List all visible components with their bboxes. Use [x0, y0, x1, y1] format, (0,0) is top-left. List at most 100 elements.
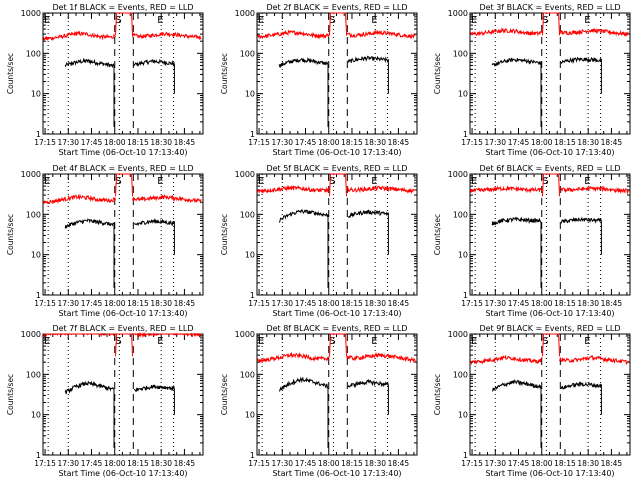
x-tick-label: 18:45 — [388, 299, 410, 308]
x-tick-label: 18:15 — [127, 138, 149, 147]
time-marker-label: E — [44, 336, 50, 347]
detector-panel-1: Det 1f BLACK = Events, RED = LLD 1 10 100 10… — [6, 3, 204, 157]
plot-frame — [256, 333, 418, 456]
lld-spike — [542, 333, 561, 357]
plot-frame — [42, 12, 204, 135]
x-axis-label: Start Time (06-Oct-10 17:13:40) — [58, 148, 187, 157]
lld-spike — [329, 173, 348, 197]
events-series-line — [64, 57, 115, 127]
events-series-line — [347, 378, 389, 415]
plot-frame — [469, 173, 631, 296]
x-tick-label: 18:30 — [150, 299, 172, 308]
y-tick-label: 10 — [245, 411, 255, 420]
lld-series-line — [132, 31, 202, 41]
x-tick-label: 17:30 — [484, 459, 506, 468]
y-tick-label: 100 — [240, 210, 255, 219]
detector-panel-8: Det 8f BLACK = Events, RED = LLD 1 10 100 10… — [220, 324, 418, 478]
lld-series-line — [346, 184, 416, 195]
lld-series-line — [559, 355, 629, 365]
events-series-line — [278, 208, 329, 288]
x-tick-label: 17:15 — [248, 299, 270, 308]
x-tick-label: 18:00 — [104, 138, 126, 147]
time-marker-label: E — [471, 336, 477, 347]
panel-title: Det 6f BLACK = Events, RED = LLD — [479, 164, 620, 173]
y-axis-label: Counts/sec — [220, 374, 229, 415]
y-tick-label: 10 — [31, 251, 41, 260]
x-tick-label: 18:15 — [127, 299, 149, 308]
x-tick-label: 18:15 — [554, 459, 576, 468]
time-marker-label: E — [44, 15, 50, 26]
time-marker-label: S — [329, 336, 335, 347]
x-tick-label: 18:00 — [318, 459, 340, 468]
y-axis-label: Counts/sec — [6, 53, 15, 94]
panel-title: Det 7f BLACK = Events, RED = LLD — [52, 324, 193, 333]
y-tick-label: 100 — [240, 370, 255, 379]
panel-title: Det 4f BLACK = Events, RED = LLD — [52, 164, 193, 173]
x-tick-label: 18:30 — [577, 459, 599, 468]
events-series-line — [492, 379, 542, 448]
y-tick-label: 1000 — [21, 9, 41, 18]
x-tick-label: 17:30 — [271, 459, 293, 468]
lld-spike — [115, 12, 134, 36]
lld-series-line — [257, 351, 330, 364]
x-tick-label: 17:30 — [271, 299, 293, 308]
y-tick-label: 1000 — [21, 170, 41, 179]
y-tick-label: 10 — [245, 90, 255, 99]
time-marker-label: S — [115, 336, 121, 347]
time-marker-label: E — [44, 176, 50, 187]
y-axis-label: Counts/sec — [220, 214, 229, 255]
time-marker-label: S — [542, 176, 548, 187]
x-axis-label: Start Time (06-Oct-10 17:13:40) — [58, 309, 187, 318]
x-tick-label: 17:15 — [461, 459, 483, 468]
time-marker-label: E — [258, 336, 264, 347]
panel-title: Det 3f BLACK = Events, RED = LLD — [479, 3, 620, 12]
x-axis-label: Start Time (06-Oct-10 17:13:40) — [272, 309, 401, 318]
y-tick-label: 100 — [453, 370, 468, 379]
x-tick-label: 18:15 — [341, 299, 363, 308]
x-tick-label: 18:30 — [364, 299, 386, 308]
time-marker-label: S — [115, 15, 121, 26]
y-axis-label: Counts/sec — [220, 53, 229, 94]
y-tick-label: 100 — [26, 49, 41, 58]
x-tick-label: 18:15 — [341, 459, 363, 468]
y-tick-label: 1 — [463, 291, 468, 300]
time-marker-label: E — [584, 176, 590, 187]
panel-title: Det 5f BLACK = Events, RED = LLD — [266, 164, 407, 173]
y-tick-label: 1 — [36, 451, 41, 460]
y-tick-label: 1000 — [448, 330, 468, 339]
y-axis-label: Counts/sec — [433, 214, 442, 255]
lld-series-line — [470, 185, 543, 194]
x-axis-label: Start Time (06-Oct-10 17:13:40) — [272, 469, 401, 478]
panel-title: Det 1f BLACK = Events, RED = LLD — [52, 3, 193, 12]
time-marker-label: E — [471, 15, 477, 26]
y-tick-label: 1 — [36, 291, 41, 300]
time-marker-label: S — [542, 15, 548, 26]
x-axis-label: Start Time (06-Oct-10 17:13:40) — [272, 148, 401, 157]
detector-panel-7: Det 7f BLACK = Events, RED = LLD 1 10 100 10… — [6, 324, 204, 478]
y-tick-label: 1000 — [21, 330, 41, 339]
y-axis-label: Counts/sec — [433, 374, 442, 415]
x-axis-label: Start Time (06-Oct-10 17:13:40) — [485, 309, 614, 318]
y-tick-label: 1000 — [235, 330, 255, 339]
events-series-line — [347, 209, 389, 255]
x-tick-label: 17:45 — [508, 459, 530, 468]
detector-panel-5: Det 5f BLACK = Events, RED = LLD 1 10 100 10… — [220, 164, 418, 318]
plot-frame — [42, 173, 204, 296]
x-tick-label: 18:00 — [531, 299, 553, 308]
x-tick-label: 17:30 — [57, 138, 79, 147]
x-tick-label: 18:45 — [601, 138, 623, 147]
lld-series-line — [346, 29, 416, 39]
time-marker-label: E — [584, 15, 590, 26]
x-tick-label: 17:45 — [295, 138, 317, 147]
lld-spike — [115, 333, 134, 357]
x-tick-label: 17:30 — [57, 299, 79, 308]
x-tick-label: 18:45 — [601, 459, 623, 468]
lld-series-line — [470, 354, 543, 366]
time-marker-label: E — [471, 176, 477, 187]
y-tick-label: 10 — [458, 411, 468, 420]
y-tick-label: 10 — [31, 90, 41, 99]
lld-series-line — [132, 332, 202, 338]
x-tick-label: 17:45 — [81, 138, 103, 147]
lld-series-line — [43, 332, 116, 338]
detector-panel-3: Det 3f BLACK = Events, RED = LLD 1 10 100 10… — [433, 3, 631, 157]
